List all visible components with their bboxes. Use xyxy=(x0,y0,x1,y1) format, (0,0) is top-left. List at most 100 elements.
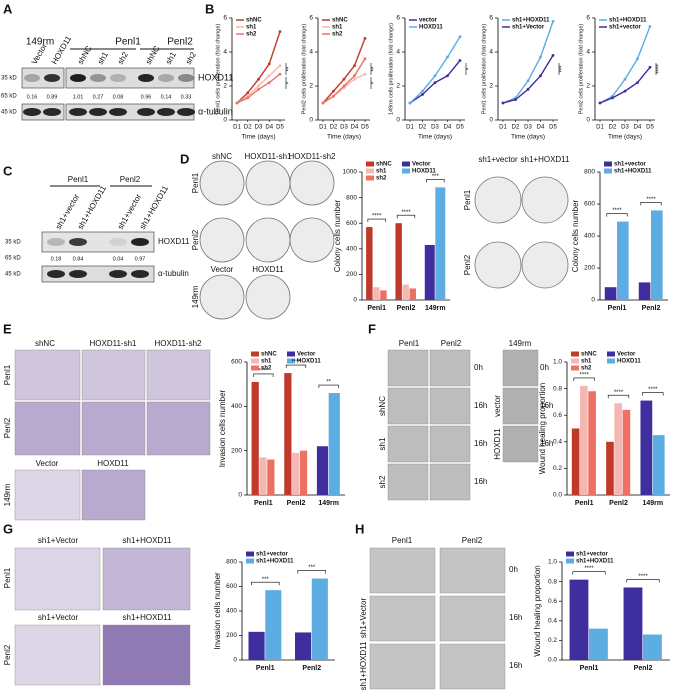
image-label: Penl1 xyxy=(3,567,12,588)
x-tick-label: D4 xyxy=(634,125,642,131)
point xyxy=(539,74,542,78)
x-tick-label: D1 xyxy=(499,125,507,131)
band-label: α-tubulin xyxy=(198,106,233,116)
micrograph xyxy=(146,349,211,401)
point xyxy=(278,30,282,33)
x-axis-label: Time (days) xyxy=(327,134,361,141)
band xyxy=(110,74,126,82)
bar xyxy=(316,446,329,495)
bar xyxy=(652,435,665,495)
sig-bracket xyxy=(573,377,595,381)
x-axis-label: Time (days) xyxy=(418,134,452,141)
point xyxy=(421,89,424,93)
legend-swatch xyxy=(287,351,295,357)
band xyxy=(158,74,174,82)
y-axis-label: Penl1 cells proliferation (fold change) xyxy=(481,24,487,115)
sig-bracket xyxy=(626,579,660,583)
band xyxy=(109,238,127,246)
x-tick-label: Penl2 xyxy=(642,305,661,312)
sig-bracket xyxy=(318,384,339,389)
legend-label: Vector xyxy=(297,352,316,358)
legend-swatch xyxy=(571,365,579,371)
image-label: HOXD11-sh2 xyxy=(155,339,203,348)
y-tick-label: 4 xyxy=(396,49,400,56)
bar xyxy=(435,187,446,300)
point xyxy=(342,84,346,88)
x-tick-label: D5 xyxy=(456,125,464,131)
image-label: HOXD11-sh1 xyxy=(245,152,293,161)
point xyxy=(636,81,639,84)
sig-bracket xyxy=(367,218,386,223)
significance: **** xyxy=(584,566,594,572)
significance: **** xyxy=(259,369,269,375)
point xyxy=(539,55,542,59)
band xyxy=(23,108,41,116)
bar xyxy=(311,578,328,660)
micrograph xyxy=(102,547,191,611)
quantity: 1.01 xyxy=(73,94,84,100)
point xyxy=(421,93,424,96)
legend-swatch xyxy=(246,551,254,557)
colony-plate xyxy=(474,241,522,289)
colony-plate xyxy=(199,274,245,320)
band-label: α-tubulin xyxy=(158,269,189,278)
micrograph xyxy=(502,349,539,387)
bar xyxy=(328,393,340,495)
colony-plate xyxy=(199,160,245,206)
legend-label: HOXD11 xyxy=(297,359,321,365)
micrographs xyxy=(14,160,569,690)
size-marker: 45 kD xyxy=(5,272,21,278)
y-tick-label: 0 xyxy=(591,297,595,304)
colony-plate xyxy=(521,241,569,289)
legend-swatch xyxy=(566,551,574,557)
image-label: Penl1 xyxy=(3,364,12,385)
y-axis-label: 149rm cells proliferation (fold change) xyxy=(388,23,394,115)
point xyxy=(446,55,449,59)
bar xyxy=(395,223,402,300)
band xyxy=(138,74,154,82)
point xyxy=(267,74,271,78)
x-tick-label: Penl1 xyxy=(580,665,599,672)
band xyxy=(157,108,175,116)
image-label: 149rm xyxy=(509,339,532,348)
band xyxy=(109,108,127,116)
x-tick-label: D5 xyxy=(361,125,369,131)
band xyxy=(90,74,106,82)
legend-label: shNC xyxy=(376,162,392,168)
y-tick-label: 0.0 xyxy=(548,657,557,664)
image-label: 16h xyxy=(474,439,487,448)
significance: *** xyxy=(308,565,316,571)
colony-plate xyxy=(521,176,569,224)
bar xyxy=(622,409,631,495)
x-tick-label: 149rm xyxy=(318,500,339,507)
image-label: Penl2 xyxy=(463,254,472,275)
bar xyxy=(623,587,643,660)
micrograph xyxy=(502,425,539,463)
point xyxy=(501,101,505,105)
y-axis-label: Colony cells number xyxy=(333,199,342,272)
point xyxy=(433,81,437,84)
colony-plate xyxy=(474,176,522,224)
y-tick-label: 400 xyxy=(226,608,237,615)
micrograph xyxy=(14,469,81,521)
micrograph xyxy=(14,547,101,611)
quantity: 0.84 xyxy=(73,256,84,262)
y-tick-label: 0 xyxy=(586,117,590,124)
x-tick-label: Penl2 xyxy=(634,665,653,672)
bar xyxy=(409,288,416,300)
micrograph xyxy=(387,425,429,463)
point xyxy=(321,101,325,105)
x-tick-label: D1 xyxy=(596,125,604,131)
point xyxy=(342,77,346,81)
y-tick-label: 4 xyxy=(309,49,313,56)
series-line xyxy=(236,31,281,104)
series-line xyxy=(599,66,651,104)
image-label: HOXD11 xyxy=(493,428,502,460)
band xyxy=(131,270,149,278)
legend-swatch xyxy=(287,358,295,364)
band xyxy=(70,74,86,82)
y-tick-label: 0.6 xyxy=(548,598,557,605)
image-label: HOXD11-sh1 xyxy=(90,339,138,348)
bar xyxy=(588,391,596,495)
band xyxy=(131,238,149,246)
